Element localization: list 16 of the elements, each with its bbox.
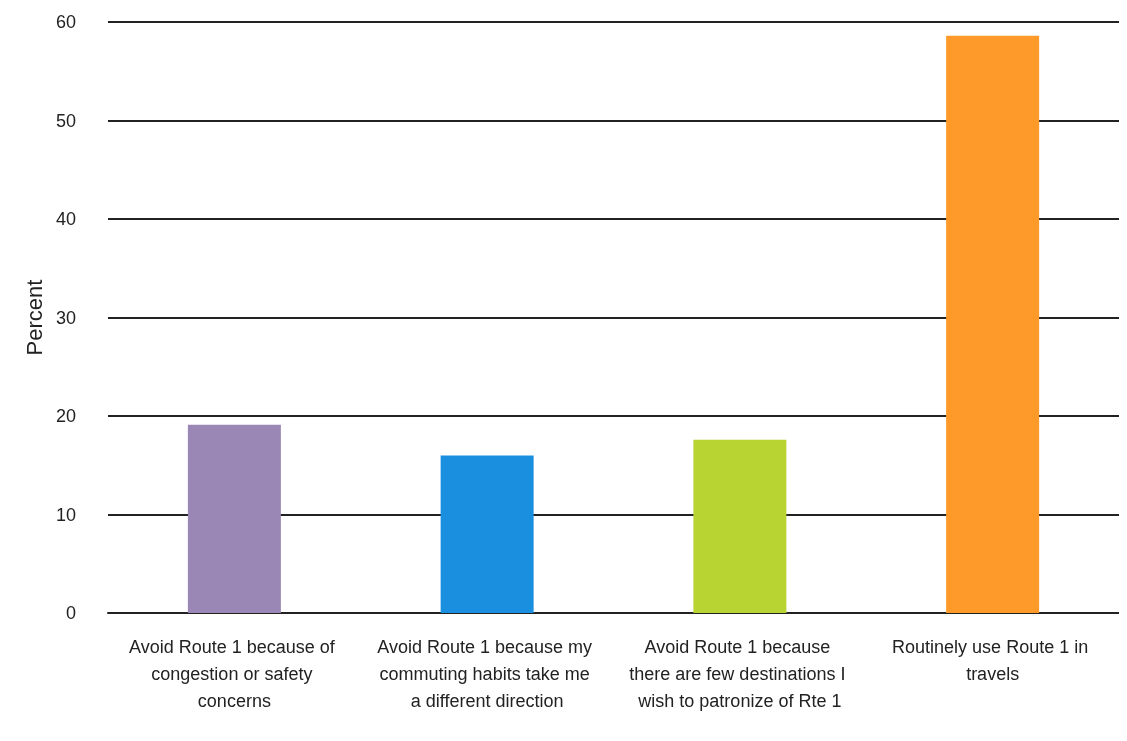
- y-tick-label: 40: [55, 209, 76, 229]
- x-tick-label: Avoid Route 1 because there are few destinations I wish to patronize of Rte 1: [629, 636, 851, 711]
- x-tick-label: Avoid Route 1 because my commuting habits take me a different direction: [377, 636, 598, 711]
- bar: [187, 424, 281, 613]
- y-tick-label: 20: [55, 406, 76, 426]
- y-tick-label: 60: [55, 12, 76, 32]
- y-tick-label: 10: [55, 504, 76, 525]
- y-tick-label: 0: [65, 603, 76, 623]
- x-tick-label: Avoid Route 1 because of congestion or safety concerns: [128, 636, 340, 711]
- bar: [440, 455, 534, 613]
- bar: [693, 439, 787, 613]
- y-axis-title: Percent: [21, 279, 47, 356]
- x-tick-label: Routinely use Route 1 in travels: [892, 636, 1094, 684]
- y-tick-label: 30: [55, 307, 76, 328]
- bar: [946, 35, 1040, 613]
- y-tick-label: 50: [55, 110, 76, 131]
